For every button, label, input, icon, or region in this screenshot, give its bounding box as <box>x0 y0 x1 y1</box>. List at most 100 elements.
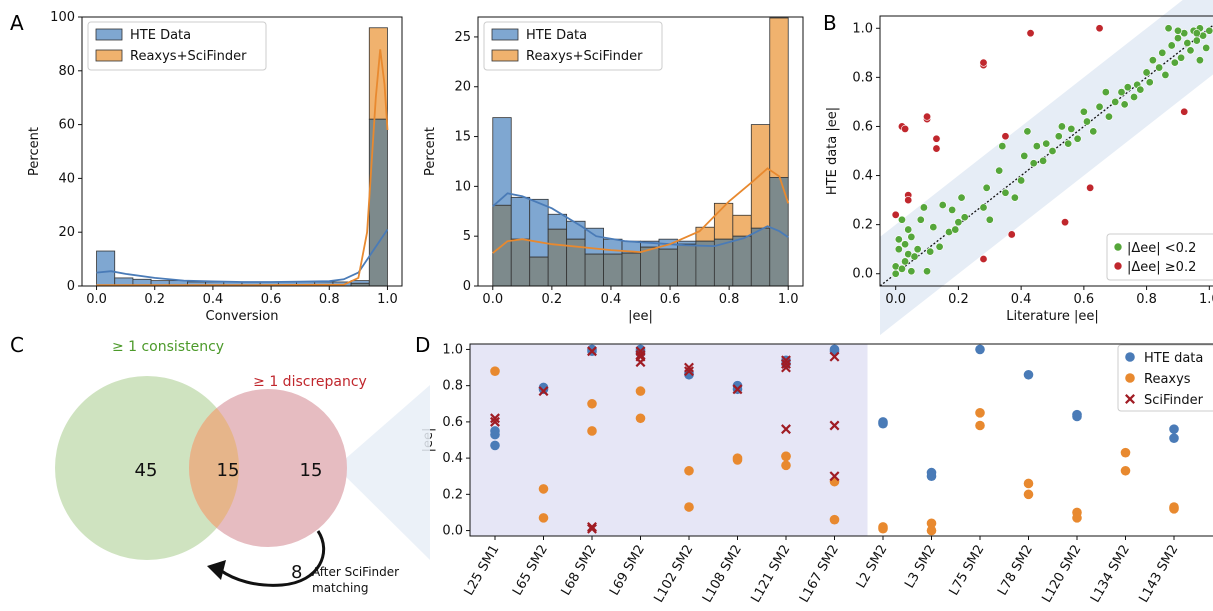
x-tick-label: 0.6 <box>1074 292 1095 307</box>
point-consistent <box>929 223 938 232</box>
point-consistent <box>1136 85 1145 94</box>
point-reaxys <box>732 455 743 465</box>
x-tick-label: 0.4 <box>203 292 224 307</box>
point-scifinder <box>684 362 694 373</box>
histogram-bar-overlap <box>658 248 678 287</box>
point-consistent <box>913 245 922 254</box>
point-hte <box>490 426 500 436</box>
y-tick-label: 100 <box>50 10 75 25</box>
venn-arrow-note-line1: After SciFinder <box>312 565 399 579</box>
x-tick-label: L120 SM2 <box>1040 543 1085 606</box>
point-discrepant <box>904 196 913 205</box>
venn-arrow-head <box>207 560 226 580</box>
point-scifinder <box>732 384 743 395</box>
point-reaxys <box>538 513 549 523</box>
point-consistent <box>907 267 916 276</box>
point-consistent <box>979 203 988 212</box>
venn-overlap-region <box>189 389 239 547</box>
point-hte <box>1072 411 1082 422</box>
histogram-bar-overlap <box>732 235 752 287</box>
x-tick-label: L65 SM2 <box>510 543 551 599</box>
x-tick-label: 1.0 <box>1199 292 1213 307</box>
point-reaxys <box>1023 478 1034 489</box>
histogram-bar-overlap <box>621 252 641 287</box>
point-consistent <box>1205 26 1213 35</box>
plot-frame <box>477 16 804 287</box>
point-consistent <box>948 205 957 214</box>
histogram-bar-overlap <box>584 253 604 287</box>
point-reaxys <box>684 502 694 512</box>
point-reaxys <box>829 514 840 525</box>
y-tick-label: 0 <box>463 279 471 294</box>
histogram-bar <box>769 17 789 178</box>
point-consistent <box>935 242 944 251</box>
point-consistent <box>1177 53 1186 62</box>
y-axis-label: Percent <box>423 127 438 176</box>
point-consistent <box>1020 151 1029 160</box>
point-consistent <box>1104 112 1113 121</box>
y-tick-label: 15 <box>454 130 471 145</box>
point-consistent <box>1073 134 1082 143</box>
histogram-bar <box>732 214 752 237</box>
point-consistent <box>1145 78 1154 87</box>
y-tick-label: 0 <box>67 279 75 294</box>
x-tick-label: 1.0 <box>778 292 799 307</box>
kde-line <box>492 192 789 248</box>
venn-diagram: ≥ 1 consistency ≥ 1 discrepancy 45 15 15… <box>55 339 430 595</box>
histogram-bar <box>750 124 771 229</box>
point-reaxys <box>926 525 937 536</box>
point-discrepant <box>979 58 988 67</box>
point-hte <box>1023 369 1034 380</box>
legend-label: HTE Data <box>526 28 587 43</box>
x-tick-label: L69 SM2 <box>607 543 648 599</box>
x-tick-label: 0.6 <box>261 292 282 307</box>
point-consistent <box>1048 147 1057 156</box>
venn-count-discrepancy-only: 15 <box>300 460 323 481</box>
point-scifinder <box>587 346 597 357</box>
y-tick-label: 20 <box>454 80 471 95</box>
histogram-bar <box>603 238 623 255</box>
x-tick-label: 0.8 <box>1136 292 1157 307</box>
y-axis-label: Percent <box>27 127 42 176</box>
histogram-bar-overlap <box>547 228 568 287</box>
x-tick-label: L25 SM1 <box>462 543 503 599</box>
histogram-bar-overlap <box>695 240 715 287</box>
panel-label-c: C <box>10 333 24 357</box>
point-consistent <box>910 252 919 261</box>
point-reaxys <box>1120 447 1131 458</box>
x-tick-label: 0.2 <box>948 292 969 307</box>
point-scifinder <box>781 424 791 435</box>
point-scifinder <box>781 362 791 373</box>
scatter-hte-vs-literature: 0.0 0.2 0.4 0.6 0.8 1.0 0.0 0.2 0.4 0.6 0.8 1.0 Lite… <box>825 0 1213 336</box>
point-hte <box>1169 424 1179 434</box>
y-axis-label: HTE data |ee| <box>825 107 840 195</box>
point-consistent <box>1079 107 1088 116</box>
point-scifinder <box>684 366 694 377</box>
x-axis-label: Conversion <box>206 309 279 324</box>
x-tick-label: L143 SM2 <box>1137 543 1182 606</box>
y-tick-label: 20 <box>58 225 75 240</box>
point-consistent <box>891 269 900 278</box>
point-consistent <box>1170 58 1179 67</box>
point-consistent <box>916 215 925 224</box>
panel-label-b: B <box>823 11 837 35</box>
point-consistent <box>1158 48 1167 57</box>
zoom-connector <box>336 385 430 560</box>
legend-box <box>483 21 663 71</box>
point-reaxys <box>538 484 549 494</box>
histogram-ee: 0.0 0.2 0.4 0.6 0.8 1.0 0 5 10 15 20 25 |ee| Percent H… <box>423 16 804 324</box>
histogram-bar <box>713 202 734 240</box>
venn-left-title: ≥ 1 consistency <box>112 339 224 355</box>
point-hte <box>490 440 500 451</box>
point-consistent <box>1148 56 1157 65</box>
point-consistent <box>957 193 966 202</box>
y-tick-label: 0.4 <box>442 451 463 466</box>
legend-marker <box>1125 394 1135 404</box>
point-reaxys <box>1120 465 1131 476</box>
point-consistent <box>1130 93 1139 102</box>
x-tick-label: 0.6 <box>660 292 681 307</box>
point-hte <box>1169 433 1179 443</box>
x-tick-label: L167 SM2 <box>797 543 842 606</box>
histogram-bar-overlap <box>603 253 623 287</box>
